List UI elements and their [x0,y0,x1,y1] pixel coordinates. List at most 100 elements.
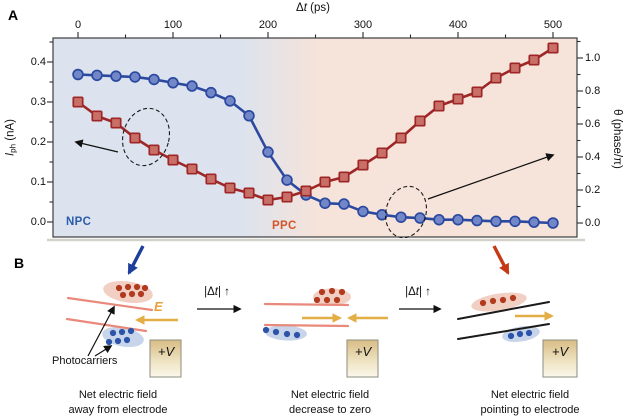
panel-b-diagrams [65,245,578,378]
x-tick-label: 500 [543,19,563,31]
hole-cloud [103,281,153,303]
data-point-circle [414,212,426,224]
data-point-square [281,191,293,203]
stage-caption: Net electric field decrease to zero [250,388,410,417]
hole-dot [489,297,497,305]
y-left-tick-label: 0.0 [30,216,46,228]
electron-dot [118,328,126,336]
y-right-tick-label: 0.2 [585,184,601,196]
electron-dot [283,330,291,338]
data-point-circle [262,146,274,158]
data-point-square [414,115,426,127]
delay-increase-label: |Δt| ↑ [182,286,252,298]
data-point-square [91,110,103,122]
x-axis-title-part: Δ [296,2,304,14]
data-point-circle [186,80,198,92]
stage-caption: Net electric field pointing to electrode [450,388,610,417]
hole-dot [323,296,331,304]
hole-dot [128,290,136,298]
data-point-square [243,187,255,199]
plot-frame [52,37,578,238]
electron-dot [123,336,131,344]
electrode-box [346,339,379,378]
data-point-circle [319,197,331,209]
caption-line: decrease to zero [289,403,371,416]
band-line [263,323,350,328]
hole-dot [333,296,341,304]
electric-field-label: E [154,299,163,314]
npc-region-label: NPC [66,216,92,228]
x-tick-label: 200 [258,19,278,31]
x-tick-label: 400 [448,19,468,31]
data-point-circle [338,198,350,210]
y-right-tick-label: 1.0 [585,52,601,64]
chart-plot-area [47,38,585,242]
x-tick-label: 300 [353,19,373,31]
x-tick-label: 0 [74,19,82,31]
band-line [66,296,154,312]
y-right-tick-label: 0.8 [585,85,601,97]
delay-label-part: |Δ [405,286,416,298]
band-line [457,323,550,340]
y-right-tick-label: 0.0 [585,217,601,229]
arrow-to-right-axis [427,153,555,200]
data-point-circle [205,86,217,99]
caption-line: pointing to electrode [480,403,580,416]
y-left-tick-label: 0.1 [30,176,46,188]
data-point-square [129,132,141,144]
caption-line: Net electric field [290,389,370,401]
ppc-pointer-arrow [492,245,510,275]
electron-dot [114,337,122,345]
data-point-circle [91,69,103,82]
data-point-circle [281,174,293,186]
y-right-tick-label: 0.6 [585,118,601,130]
electron-dot [272,328,280,336]
data-point-circle [547,217,559,229]
electron-dot [525,329,533,337]
hole-dot [119,291,127,299]
y-left-tick-label: 0.4 [30,56,46,68]
band-line [263,302,350,307]
electron-dot [127,327,135,335]
hole-dot [115,284,123,292]
data-point-square [528,54,540,66]
delay-label-part: t [415,286,419,298]
y-right-axis-title: θ (phase/π) [611,109,623,169]
y-left-title-part: I [4,152,17,157]
delay-label-part: t [214,286,218,298]
data-point-square [357,159,369,171]
x-axis-title: Δt (ps) [263,2,363,14]
data-point-circle [471,214,483,227]
hole-dot [133,283,141,291]
data-point-circle [72,68,84,81]
electron-dot [516,330,524,338]
hole-dot [141,284,149,292]
panel-b-label: B [14,255,25,271]
data-point-circle [110,70,122,82]
data-point-circle [528,216,540,228]
hole-dot [499,296,507,304]
data-point-circle [224,95,236,107]
y-left-tick-label: 0.3 [30,96,46,108]
x-axis-title-part: t [303,2,307,14]
caption-line: away from electrode [68,403,168,416]
dashed-ellipse-amplitude [122,107,170,167]
data-point-circle [433,213,445,226]
data-point-square [395,132,407,144]
data-point-square [110,117,122,129]
panel-a-label: A [8,7,19,23]
electron-dot [262,326,270,334]
data-point-circle [452,213,464,226]
arrow-to-left-axis [74,139,119,153]
data-point-square [471,86,483,98]
data-point-square [262,194,274,206]
data-point-circle [357,205,369,218]
data-point-square [452,93,464,105]
data-point-square [490,72,502,84]
hole-dot [338,288,346,296]
caption-line: Net electric field [78,389,158,401]
caption-line: Net electric field [490,389,570,401]
x-tick-label: 100 [163,19,183,31]
